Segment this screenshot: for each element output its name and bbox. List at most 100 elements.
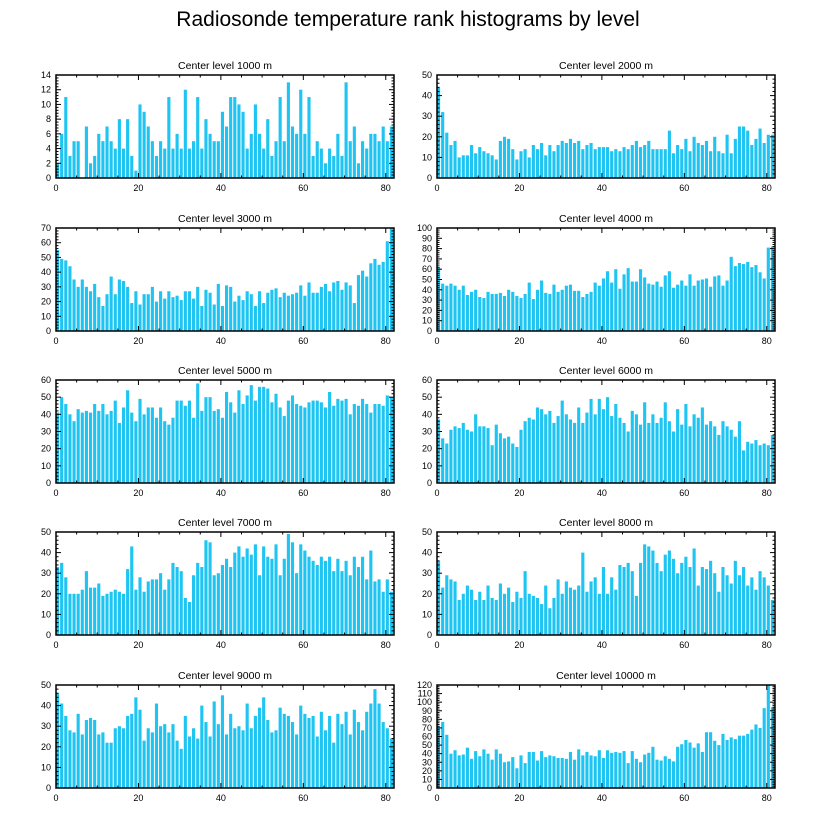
bar <box>581 755 584 788</box>
bar <box>598 147 601 178</box>
bar <box>204 397 207 483</box>
bar <box>499 433 502 483</box>
bar <box>668 759 671 788</box>
bar <box>279 407 282 483</box>
bar <box>283 293 286 331</box>
bar <box>449 145 452 178</box>
bar <box>143 741 146 788</box>
bar <box>143 592 146 635</box>
bar <box>705 278 708 331</box>
x-tick-label: 80 <box>762 336 772 346</box>
bar <box>274 394 277 483</box>
bar <box>270 732 273 788</box>
bar <box>618 418 621 483</box>
chart-panel-4: Center level 4000 m0 20 40 60 80010203040506… <box>417 213 775 346</box>
bar <box>577 291 580 331</box>
bar <box>262 546 265 635</box>
bar <box>651 414 654 483</box>
bar <box>328 291 331 331</box>
bar <box>382 722 385 788</box>
bar <box>217 724 220 788</box>
bar <box>651 551 654 635</box>
bar <box>89 291 92 331</box>
x-tick-label: 0 <box>434 336 439 346</box>
bar <box>254 544 257 635</box>
bar <box>585 752 588 788</box>
bar <box>303 407 306 483</box>
bar <box>524 571 527 635</box>
bar <box>266 389 269 483</box>
x-tick-label: 0 <box>53 336 58 346</box>
bar <box>93 588 96 635</box>
bar <box>151 141 154 178</box>
bar <box>258 387 261 483</box>
bar <box>225 285 228 331</box>
bar <box>266 557 269 635</box>
bar <box>64 716 67 788</box>
bar <box>118 726 121 788</box>
bar <box>717 275 720 331</box>
bar <box>196 383 199 483</box>
bar <box>114 294 117 331</box>
bar <box>713 573 716 635</box>
bar <box>474 153 477 178</box>
bar <box>72 280 75 332</box>
bar <box>287 296 290 331</box>
bar <box>548 145 551 178</box>
bar <box>171 297 174 331</box>
bar <box>528 283 531 331</box>
y-tick-label: 10 <box>422 461 432 471</box>
bar <box>307 402 310 483</box>
bar <box>274 544 277 635</box>
bar <box>287 82 290 178</box>
bar <box>373 404 376 483</box>
bar <box>688 743 691 788</box>
panel-title: Center level 9000 m <box>178 670 272 682</box>
x-tick-label: 20 <box>514 488 524 498</box>
bar <box>361 399 364 483</box>
bar <box>81 734 84 788</box>
bar <box>382 592 385 635</box>
bar <box>229 97 232 178</box>
chart-panel-5: Center level 5000 m0 20 40 60 80010203040506… <box>41 365 394 498</box>
bar <box>639 147 642 178</box>
bar <box>171 563 174 635</box>
bar <box>606 594 609 635</box>
bar <box>307 557 310 635</box>
bar <box>482 600 485 635</box>
bar <box>763 577 766 635</box>
bar <box>93 720 96 788</box>
bar <box>134 171 137 178</box>
bar <box>229 714 232 788</box>
y-tick-label: 20 <box>422 589 432 599</box>
bar <box>478 297 481 331</box>
bar <box>552 285 555 331</box>
y-tick-label: 0 <box>46 326 51 336</box>
bar <box>196 287 199 331</box>
panel-title: Center level 4000 m <box>559 213 653 225</box>
bar <box>184 90 187 178</box>
bar <box>369 263 372 331</box>
bar <box>209 542 212 635</box>
bar <box>561 141 564 178</box>
bar <box>726 740 729 788</box>
chart-panel-10: Center level 10000 m0 20 40 60 8001020304050… <box>417 670 775 803</box>
x-tick-label: 60 <box>679 336 689 346</box>
bar <box>283 416 286 483</box>
bar <box>598 286 601 331</box>
bar <box>155 418 158 483</box>
bar <box>188 401 191 483</box>
bar <box>209 737 212 789</box>
bar <box>577 407 580 483</box>
bar <box>742 264 745 331</box>
y-tick-label: 60 <box>422 375 432 385</box>
panel-title: Center level 3000 m <box>178 213 272 225</box>
bar <box>495 749 498 788</box>
bar <box>618 565 621 635</box>
bar <box>627 268 630 331</box>
bar <box>470 145 473 178</box>
bar <box>118 423 121 483</box>
y-tick-label: 100 <box>417 223 432 233</box>
bar <box>60 134 63 178</box>
y-tick-label: 10 <box>41 609 51 619</box>
